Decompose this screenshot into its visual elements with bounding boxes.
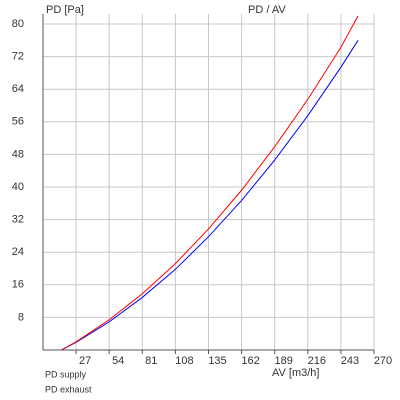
y-tick-label: 24 xyxy=(12,246,24,258)
y-tick-label: 32 xyxy=(12,214,24,226)
x-tick-label: 243 xyxy=(341,355,359,367)
y-tick-label: 40 xyxy=(12,181,24,193)
y-axis-label: PD [Pa] xyxy=(46,4,84,16)
x-tick-label: 162 xyxy=(241,355,259,367)
x-tick-label: 27 xyxy=(79,355,91,367)
x-tick-label: 81 xyxy=(145,355,157,367)
y-tick-label: 64 xyxy=(12,83,24,95)
x-tick-label: 189 xyxy=(275,355,293,367)
legend-label: PD supply xyxy=(45,369,87,379)
x-tick-label: 108 xyxy=(175,355,193,367)
y-tick-label: 8 xyxy=(18,311,24,323)
y-tick-label: 72 xyxy=(12,51,24,63)
x-tick-label: 216 xyxy=(308,355,326,367)
legend-label: PD exhaust xyxy=(45,384,92,394)
y-tick-label: 48 xyxy=(12,148,24,160)
data-line xyxy=(61,40,359,350)
data-line xyxy=(61,15,359,350)
y-tick-label: 16 xyxy=(12,279,24,291)
x-tick-label: 54 xyxy=(112,355,124,367)
x-tick-label: 135 xyxy=(208,355,226,367)
x-tick-label: 270 xyxy=(374,355,392,367)
chart-title: PD / AV xyxy=(248,4,286,16)
x-axis-label: AV [m3/h] xyxy=(272,367,319,379)
y-tick-label: 80 xyxy=(12,18,24,30)
y-tick-label: 56 xyxy=(12,116,24,128)
